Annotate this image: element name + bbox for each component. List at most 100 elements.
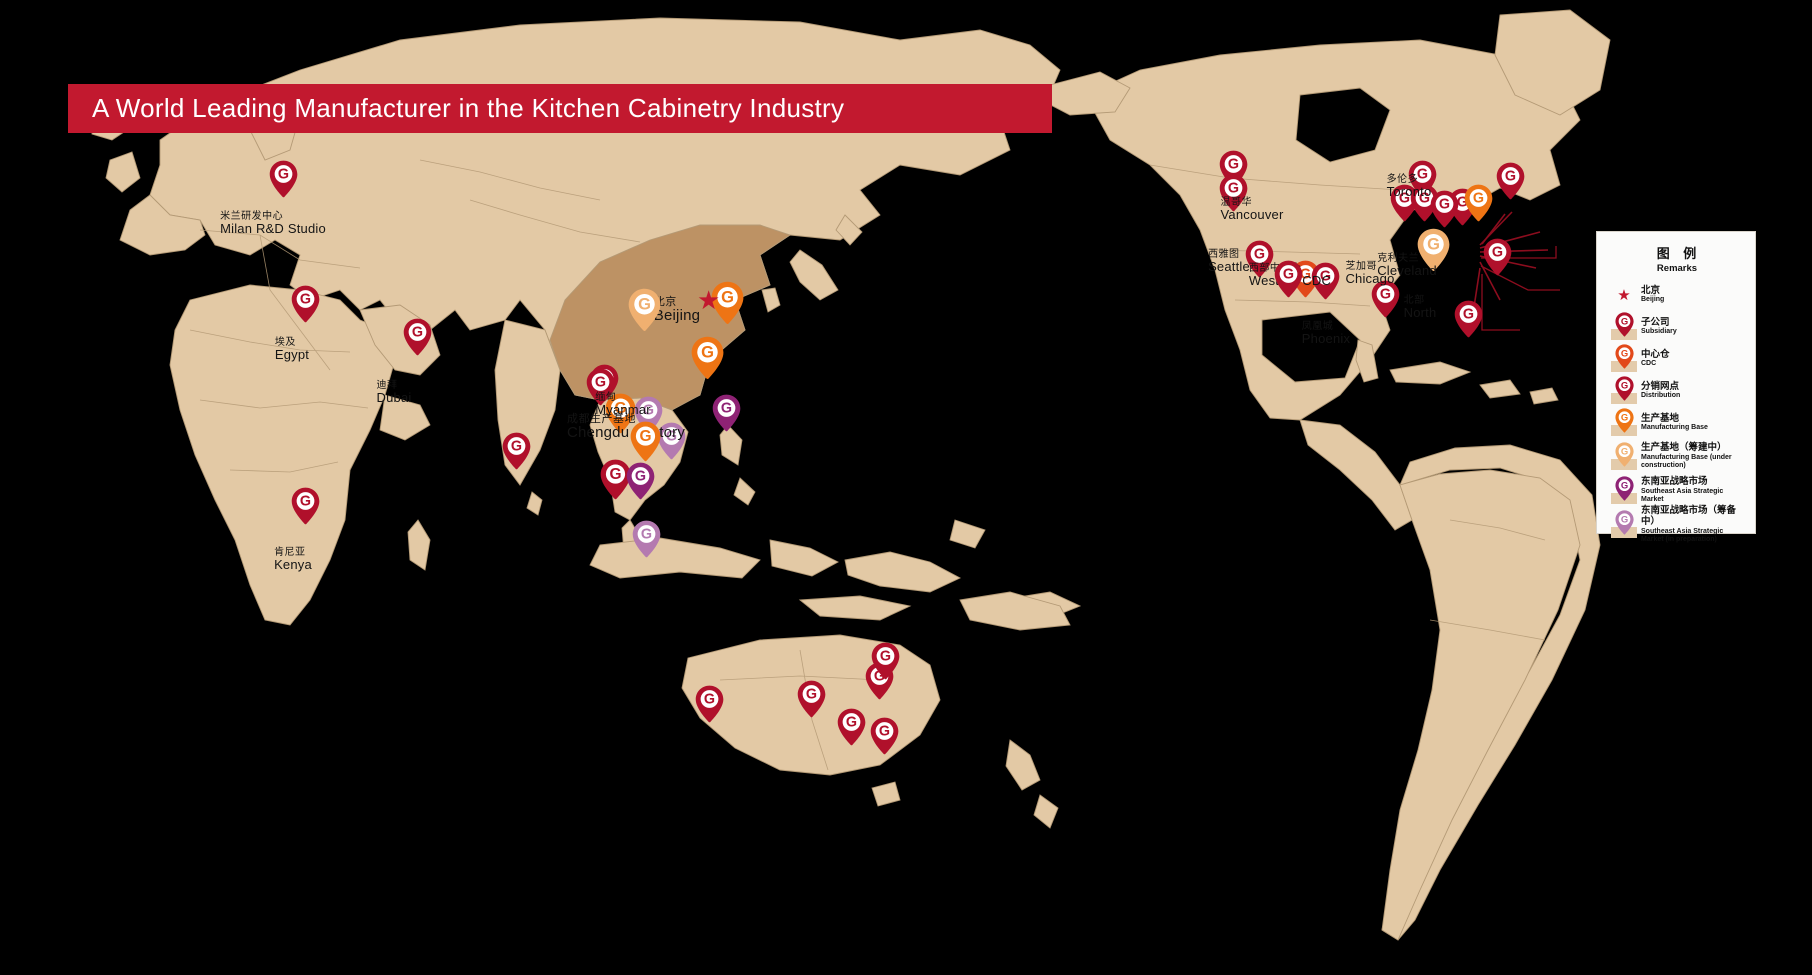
- svg-text:G: G: [411, 324, 422, 340]
- label-cn: 克利夫兰: [1377, 253, 1420, 264]
- place-label-beijing: 北京 Beijing: [653, 296, 701, 325]
- svg-text:G: G: [277, 166, 288, 182]
- map-pin-chengdu[interactable]: G: [628, 288, 661, 332]
- map-pin-milan[interactable]: G: [269, 160, 298, 198]
- svg-text:G: G: [1227, 156, 1238, 172]
- label-cn: 成都生产基地: [566, 413, 636, 425]
- svg-text:G: G: [1438, 196, 1449, 212]
- svg-text:G: G: [1491, 244, 1502, 260]
- legend-label-en: Southeast Asia Strategic Market: [1641, 488, 1724, 504]
- legend-row-subsidiary: G 子公司 Subsidiary: [1607, 312, 1747, 342]
- svg-text:G: G: [873, 668, 884, 684]
- title-banner: A World Leading Manufacturer in the Kitc…: [68, 84, 1052, 133]
- place-label-phoenix: 凤凰城 Phoenix: [1301, 321, 1351, 347]
- svg-text:G: G: [299, 291, 310, 307]
- map-pin-viet-a[interactable]: G: [630, 421, 661, 462]
- map-pin-india-east[interactable]: G: [586, 368, 615, 406]
- legend-label: 东南亚战略市场（筹备中） Southeast Asia Strategic Mar…: [1641, 505, 1747, 544]
- map-pin-au-tasmania[interactable]: G: [870, 717, 899, 755]
- svg-text:G: G: [1504, 168, 1515, 184]
- legend-rows: ★ 北京 Beijing G 子公司 Subsidiary G 中心仓 CDC G 分销网点 Dist…: [1607, 280, 1747, 544]
- legend-label-en: Manufacturing Base (under construction): [1641, 454, 1732, 470]
- svg-text:G: G: [665, 428, 676, 444]
- legend-label: 分销网点 Distribution: [1641, 381, 1681, 401]
- map-pin-chicago-1[interactable]: G: [1390, 184, 1419, 222]
- map-pin-wcdc-1[interactable]: G: [1274, 260, 1303, 298]
- legend-label-en: Manufacturing Base: [1641, 424, 1708, 432]
- svg-text:G: G: [845, 714, 856, 730]
- place-label-vancouver: 温哥华 Vancouver: [1220, 197, 1284, 221]
- legend-label-cn: 生产基地（筹建中）: [1641, 442, 1727, 454]
- map-pin-egypt[interactable]: G: [291, 285, 320, 323]
- label-cn: 迪拜: [376, 380, 398, 391]
- map-pin-au-melbourne[interactable]: G: [837, 708, 866, 746]
- map-pin-vancouver-2[interactable]: G: [1219, 174, 1248, 212]
- svg-text:G: G: [299, 493, 310, 509]
- map-pin-india-west[interactable]: G: [502, 432, 531, 470]
- svg-text:G: G: [1620, 315, 1627, 326]
- svg-text:G: G: [609, 466, 621, 483]
- label-cn: 温哥华: [1220, 197, 1252, 208]
- legend-row-cdc: G 中心仓 CDC: [1607, 344, 1747, 374]
- map-pin-newyork[interactable]: G: [1483, 238, 1512, 276]
- pin-icon: G: [1607, 312, 1641, 342]
- svg-text:G: G: [1620, 479, 1627, 490]
- svg-text:G: G: [1472, 190, 1483, 206]
- map-pin-malay-a[interactable]: G: [600, 459, 631, 500]
- legend-label-cn: 中心仓: [1641, 348, 1670, 360]
- pin-icon: G: [1607, 344, 1641, 374]
- map-pin-philippines[interactable]: G: [712, 394, 741, 432]
- map-pin-cleveland-3[interactable]: G: [1464, 184, 1493, 222]
- label-en: Beijing: [653, 307, 701, 325]
- svg-text:G: G: [1398, 190, 1409, 206]
- legend-label-cn: 东南亚战略市场: [1641, 476, 1708, 488]
- pin-icon: G: [1607, 408, 1641, 438]
- map-pin-chicago-2[interactable]: G: [1410, 184, 1439, 222]
- svg-text:G: G: [639, 428, 651, 445]
- label-cn: 西部中心仓: [1248, 263, 1302, 274]
- svg-text:G: G: [701, 344, 714, 362]
- legend-label: 生产基地 Manufacturing Base: [1641, 413, 1708, 433]
- map-pin-thai-a[interactable]: G: [605, 393, 636, 434]
- label-en: Egypt: [274, 347, 310, 363]
- map-pin-florida[interactable]: G: [1454, 300, 1483, 338]
- svg-text:G: G: [1620, 445, 1627, 456]
- map-pin-cleveland-1[interactable]: G: [1430, 190, 1459, 228]
- svg-text:G: G: [642, 402, 653, 418]
- legend-label-en: Distribution: [1641, 392, 1681, 400]
- label-en: Chicago: [1345, 271, 1395, 287]
- svg-text:G: G: [721, 289, 734, 307]
- map-pin-indonesia[interactable]: G: [632, 520, 661, 558]
- place-label-egypt: 埃及 Egypt: [274, 337, 310, 363]
- svg-text:G: G: [1620, 411, 1627, 422]
- map-pin-north-base[interactable]: G: [1417, 228, 1450, 272]
- map-pin-au-brisbane[interactable]: G: [871, 642, 900, 680]
- svg-text:G: G: [1620, 379, 1627, 390]
- map-pin-dubai[interactable]: G: [403, 318, 432, 356]
- map-pin-seattle[interactable]: G: [1245, 240, 1274, 278]
- legend-label: 子公司 Subsidiary: [1641, 317, 1677, 337]
- map-pin-boston[interactable]: G: [1496, 162, 1525, 200]
- place-label-chicago: 芝加哥 Chicago: [1345, 261, 1395, 287]
- map-pin-phoenix[interactable]: G: [1371, 280, 1400, 318]
- legend-title-cn: 图 例: [1656, 246, 1702, 261]
- map-pin-guangdong[interactable]: G: [691, 336, 724, 380]
- place-label-myanmar: 缅甸 Myanmar: [595, 392, 651, 418]
- label-cn: 北京: [653, 296, 677, 308]
- label-cn: 多伦多: [1386, 174, 1419, 185]
- map-pin-malay-b[interactable]: G: [626, 462, 655, 500]
- map-pin-viet-b[interactable]: G: [657, 422, 686, 460]
- svg-text:G: G: [878, 723, 889, 739]
- label-en: Chengdu Factory: [566, 424, 686, 442]
- svg-text:G: G: [594, 374, 605, 390]
- map-pin-wcdc-3[interactable]: G: [1311, 262, 1340, 300]
- map-pin-shanghai[interactable]: G: [711, 281, 744, 325]
- map-pin-kenya[interactable]: G: [291, 487, 320, 525]
- label-en: Toronto: [1386, 184, 1432, 200]
- label-en: Phoenix: [1301, 331, 1351, 347]
- map-pin-au-perth[interactable]: G: [695, 685, 724, 723]
- map-pin-au-adelaide[interactable]: G: [797, 680, 826, 718]
- label-en: Myanmar: [595, 402, 651, 418]
- legend-label: 北京 Beijing: [1641, 285, 1664, 305]
